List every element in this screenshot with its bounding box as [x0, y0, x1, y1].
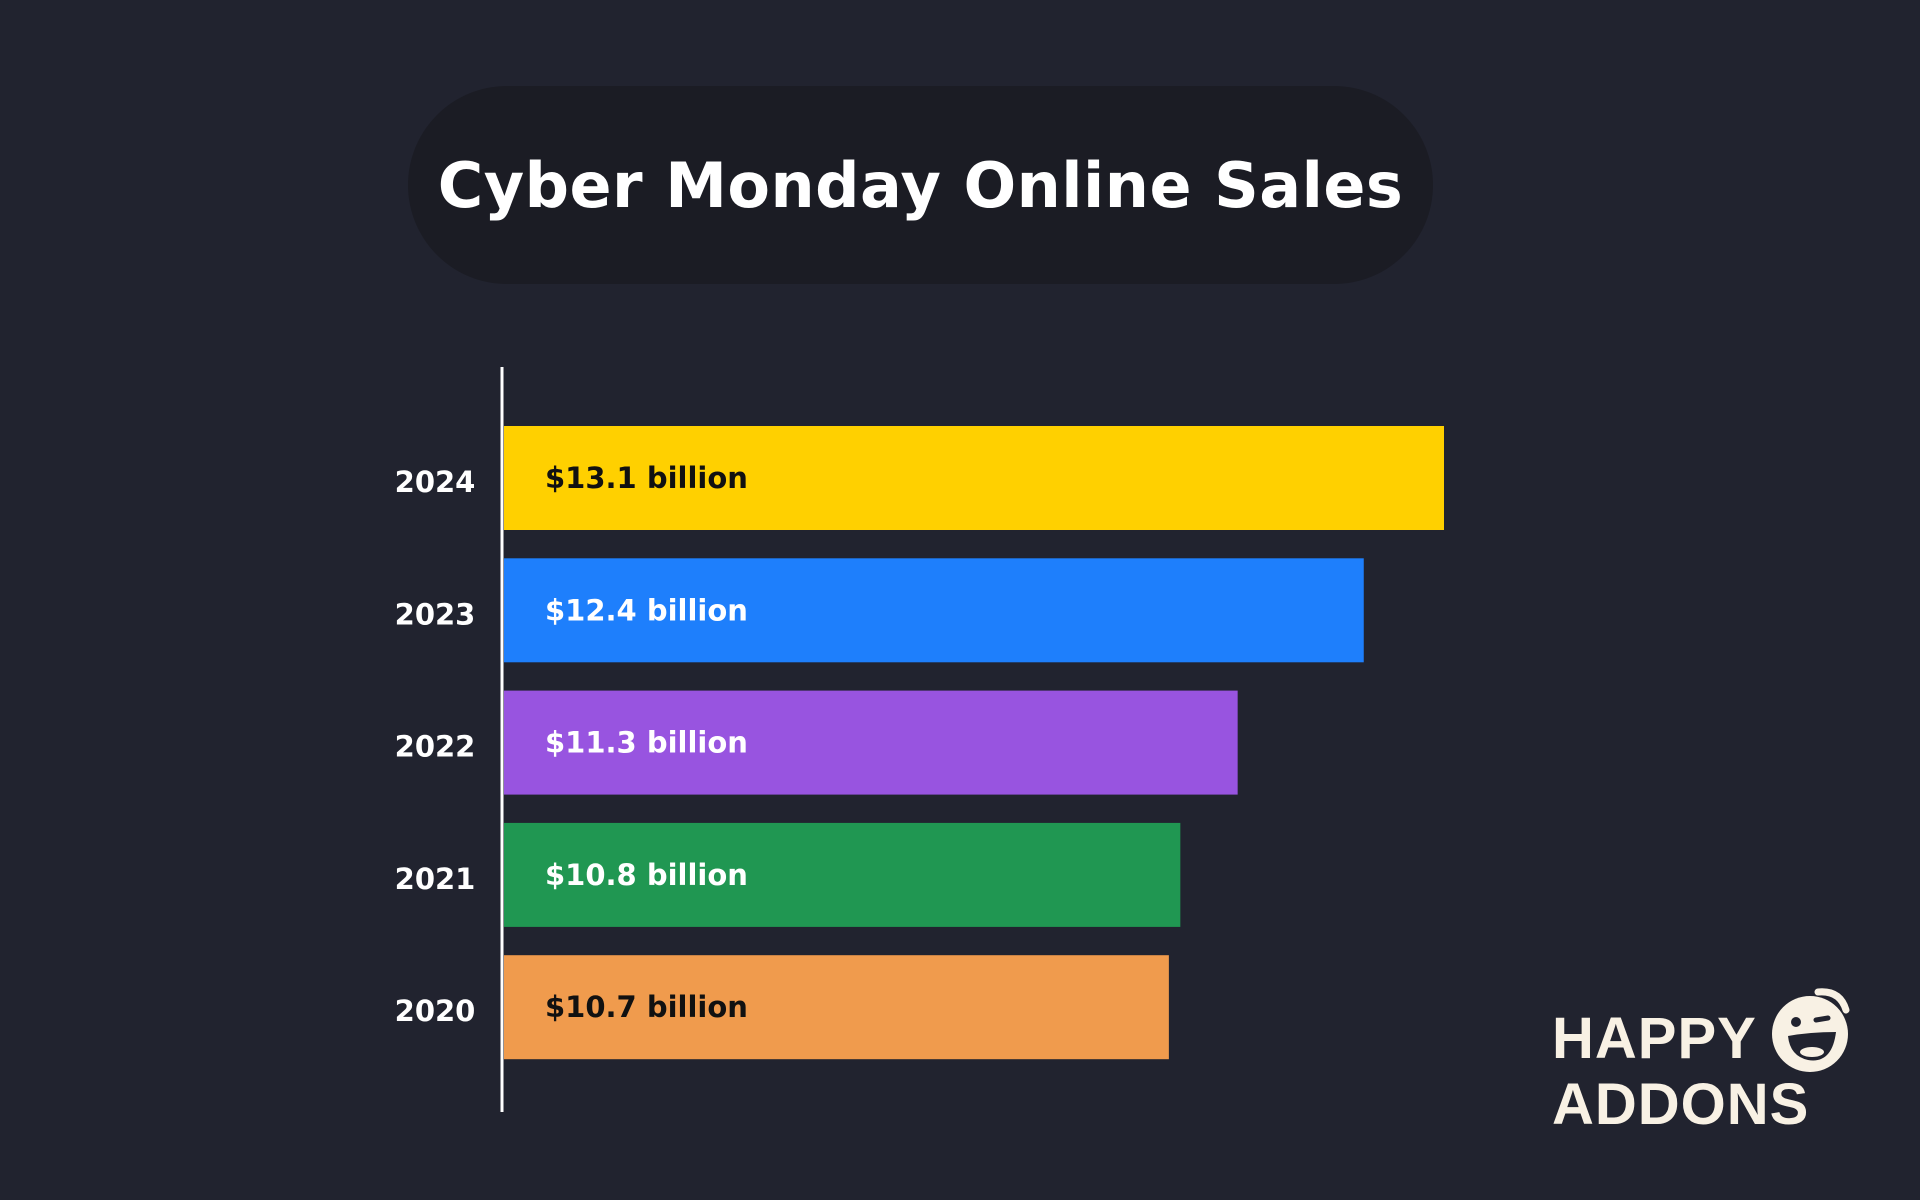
logo-line1: HAPPY — [1552, 1006, 1757, 1071]
bar-2022 — [504, 690, 1238, 795]
value-label: $10.7 billion — [545, 990, 748, 1024]
category-label: 2022 — [395, 730, 476, 764]
category-label: 2020 — [395, 994, 476, 1028]
category-label: 2021 — [395, 862, 476, 896]
happy-addons-logo: HAPPY ADDONS — [1552, 980, 1862, 1134]
title-pill: Cyber Monday Online Sales — [408, 86, 1433, 284]
bar-2020 — [504, 955, 1169, 1060]
logo-line2: ADDONS — [1552, 1072, 1810, 1137]
category-label: 2024 — [395, 465, 476, 499]
value-label: $13.1 billion — [545, 461, 748, 495]
category-label: 2023 — [395, 597, 476, 631]
bar-2023 — [504, 558, 1364, 663]
smiley-face-icon — [1772, 988, 1850, 1072]
chart-title: Cyber Monday Online Sales — [437, 148, 1404, 222]
value-label: $11.3 billion — [545, 726, 748, 760]
bar-2021 — [504, 822, 1181, 927]
bar-2024 — [504, 426, 1444, 530]
value-label: $10.8 billion — [545, 858, 748, 892]
value-label: $12.4 billion — [545, 593, 748, 627]
